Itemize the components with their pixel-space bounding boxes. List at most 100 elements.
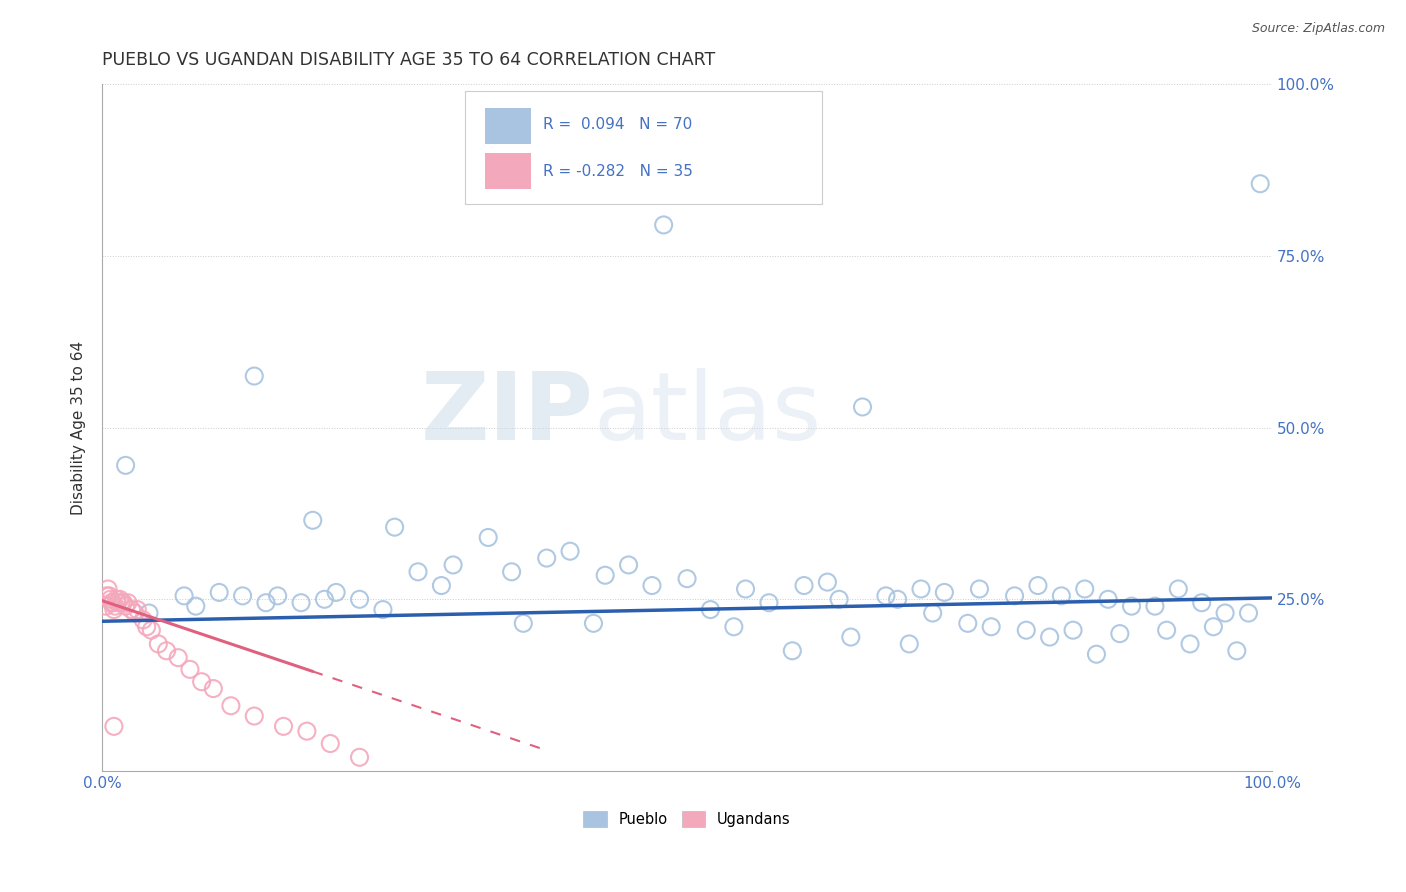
Point	[96, 589, 118, 603]
Point	[295, 724, 318, 739]
Point	[828, 592, 851, 607]
Point	[184, 599, 207, 614]
Point	[477, 531, 499, 545]
Point	[1085, 647, 1108, 661]
Point	[793, 578, 815, 592]
Point	[558, 544, 581, 558]
Text: ZIP: ZIP	[420, 368, 593, 460]
Point	[349, 750, 371, 764]
Point	[1237, 606, 1260, 620]
Text: R =  0.094   N = 70: R = 0.094 N = 70	[543, 117, 692, 132]
Point	[132, 613, 155, 627]
Point	[536, 551, 558, 566]
Point	[108, 592, 131, 607]
Point	[117, 596, 139, 610]
Point	[319, 737, 342, 751]
Point	[1202, 620, 1225, 634]
Point	[1015, 623, 1038, 637]
Point	[124, 606, 146, 620]
Point	[758, 596, 780, 610]
Point	[314, 592, 336, 607]
Point	[219, 698, 242, 713]
Point	[98, 589, 121, 603]
Point	[1191, 596, 1213, 610]
Point	[97, 582, 120, 596]
Point	[1167, 582, 1189, 596]
Point	[114, 458, 136, 473]
Point	[910, 582, 932, 596]
Point	[617, 558, 640, 572]
Point	[100, 592, 122, 607]
Point	[110, 596, 132, 610]
Point	[179, 662, 201, 676]
Point	[290, 596, 312, 610]
Point	[100, 596, 122, 610]
Point	[112, 596, 135, 610]
Point	[127, 602, 149, 616]
Point	[875, 589, 897, 603]
Point	[1026, 578, 1049, 592]
Text: atlas: atlas	[593, 368, 821, 460]
Point	[1097, 592, 1119, 607]
Point	[138, 606, 160, 620]
Point	[1156, 623, 1178, 637]
Point	[676, 572, 699, 586]
Point	[1249, 177, 1271, 191]
Point	[384, 520, 406, 534]
Point	[103, 719, 125, 733]
Point	[652, 218, 675, 232]
Point	[301, 513, 323, 527]
Point	[512, 616, 534, 631]
FancyBboxPatch shape	[485, 108, 531, 144]
Point	[105, 592, 128, 607]
Point	[254, 596, 277, 610]
Point	[501, 565, 523, 579]
Point	[190, 674, 212, 689]
Legend: Pueblo, Ugandans: Pueblo, Ugandans	[578, 805, 797, 832]
Point	[641, 578, 664, 592]
Point	[898, 637, 921, 651]
Point	[921, 606, 943, 620]
Point	[104, 599, 127, 614]
Point	[120, 602, 142, 616]
Point	[325, 585, 347, 599]
Point	[593, 568, 616, 582]
Point	[107, 596, 129, 610]
Point	[155, 644, 177, 658]
Point	[406, 565, 429, 579]
Point	[1039, 630, 1062, 644]
Point	[135, 620, 157, 634]
Point	[430, 578, 453, 592]
Point	[208, 585, 231, 599]
Point	[815, 575, 838, 590]
Point	[114, 599, 136, 614]
Point	[371, 602, 394, 616]
Point	[1226, 644, 1249, 658]
Point	[173, 589, 195, 603]
Point	[886, 592, 908, 607]
Point	[582, 616, 605, 631]
Point	[1004, 589, 1026, 603]
FancyBboxPatch shape	[485, 153, 531, 189]
Point	[1213, 606, 1236, 620]
Point	[699, 602, 721, 616]
Point	[734, 582, 756, 596]
Point	[266, 589, 288, 603]
Point	[1143, 599, 1166, 614]
Point	[723, 620, 745, 634]
Point	[273, 719, 295, 733]
Point	[782, 644, 804, 658]
FancyBboxPatch shape	[465, 91, 821, 204]
Point	[103, 602, 125, 616]
Point	[1074, 582, 1097, 596]
Point	[956, 616, 979, 631]
Point	[1108, 626, 1130, 640]
Point	[243, 369, 266, 384]
Point	[839, 630, 862, 644]
Point	[232, 589, 254, 603]
Point	[1121, 599, 1143, 614]
Point	[167, 650, 190, 665]
Point	[1062, 623, 1084, 637]
Point	[202, 681, 225, 696]
Point	[441, 558, 464, 572]
